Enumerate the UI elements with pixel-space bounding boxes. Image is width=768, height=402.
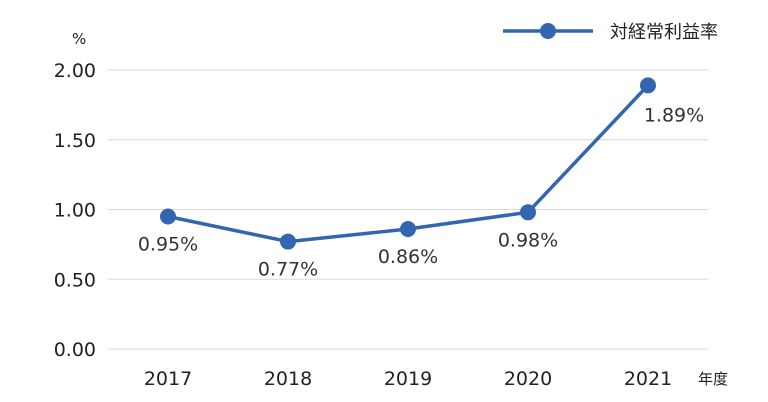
data-point-marker bbox=[160, 208, 176, 225]
gridlines bbox=[108, 69, 708, 350]
legend: 対経常利益率 bbox=[503, 22, 718, 43]
legend-label: 対経常利益率 bbox=[610, 22, 718, 43]
y-tick-label: 2.00 bbox=[54, 60, 96, 82]
series-line bbox=[167, 84, 650, 244]
data-point-marker bbox=[520, 204, 536, 221]
x-axis-tick-labels: 2017 2018 2019 2020 2021 bbox=[144, 368, 672, 390]
data-point-marker bbox=[280, 233, 296, 250]
legend-marker-icon bbox=[540, 23, 556, 39]
data-labels: 0.95% 0.77% 0.86% 0.98% 1.89% bbox=[138, 104, 704, 280]
x-tick-label: 2021 bbox=[624, 368, 672, 390]
x-tick-label: 2020 bbox=[504, 368, 552, 390]
x-axis-unit-label: 年度 bbox=[698, 370, 728, 388]
data-label: 0.77% bbox=[258, 259, 318, 281]
x-tick-label: 2017 bbox=[144, 368, 192, 390]
series-line-group bbox=[160, 77, 656, 250]
data-label: 1.89% bbox=[644, 104, 704, 126]
y-tick-label: 0.00 bbox=[54, 339, 96, 361]
y-tick-label: 1.50 bbox=[54, 130, 96, 152]
x-tick-label: 2018 bbox=[264, 368, 312, 390]
y-tick-label: 1.00 bbox=[54, 200, 96, 222]
data-point-marker bbox=[640, 77, 656, 94]
data-label: 0.86% bbox=[378, 246, 438, 268]
data-point-marker bbox=[400, 221, 416, 238]
y-axis-unit-label: % bbox=[72, 30, 86, 48]
data-label: 0.98% bbox=[498, 229, 558, 251]
x-tick-label: 2019 bbox=[384, 368, 432, 390]
y-tick-label: 0.50 bbox=[54, 269, 96, 291]
data-label: 0.95% bbox=[138, 233, 198, 255]
y-axis-tick-labels: 0.00 0.50 1.00 1.50 2.00 bbox=[54, 60, 96, 361]
